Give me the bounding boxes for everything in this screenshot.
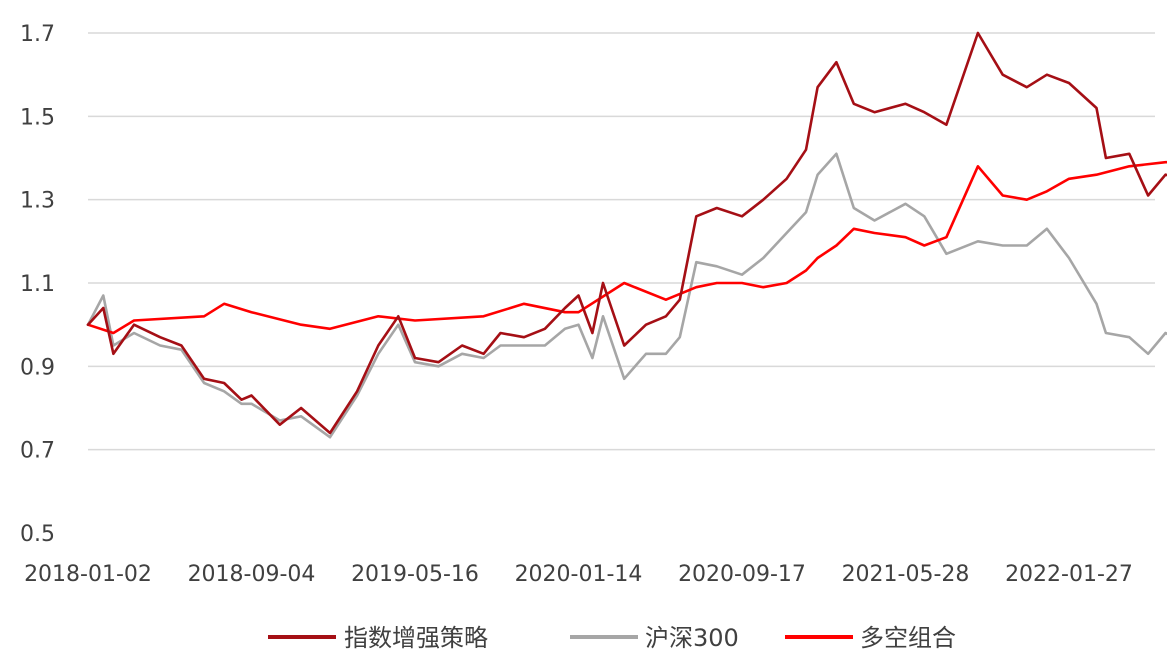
x-tick-label: 2018-01-02 [24,562,152,587]
y-tick-label: 0.7 [20,439,55,464]
legend-label-csi300: 沪深300 [645,624,739,652]
x-tick-label: 2020-09-17 [678,562,806,587]
legend-label-long-short-portfolio: 多空组合 [860,624,956,652]
y-tick-label: 1.5 [20,105,55,130]
x-tick-label: 2019-05-16 [351,562,479,587]
y-axis-tick-labels: 0.5 0.7 0.9 1.1 1.3 1.5 1.7 [20,22,55,547]
x-tick-label: 2020-01-14 [515,562,643,587]
series-lines [86,31,1167,439]
series-line-long-short-portfolio [86,160,1167,335]
y-tick-label: 1.7 [20,22,55,47]
series-line-csi300 [86,152,1167,439]
series-line-index-enhanced-strategy [86,31,1167,435]
y-tick-label: 1.1 [20,272,55,297]
x-tick-label: 2021-05-28 [842,562,970,587]
gridlines [88,32,1155,451]
y-tick-label: 1.3 [20,189,55,214]
y-tick-label: 0.9 [20,355,55,380]
legend-label-index-enhanced-strategy: 指数增强策略 [344,624,488,652]
x-tick-label: 2022-01-27 [1005,562,1133,587]
legend: 指数增强策略 沪深300 多空组合 [268,624,956,652]
y-tick-label: 0.5 [20,522,55,547]
x-axis-tick-labels: 2018-01-02 2018-09-04 2019-05-16 2020-01-14… [24,562,1133,587]
x-tick-label: 2018-09-04 [188,562,316,587]
